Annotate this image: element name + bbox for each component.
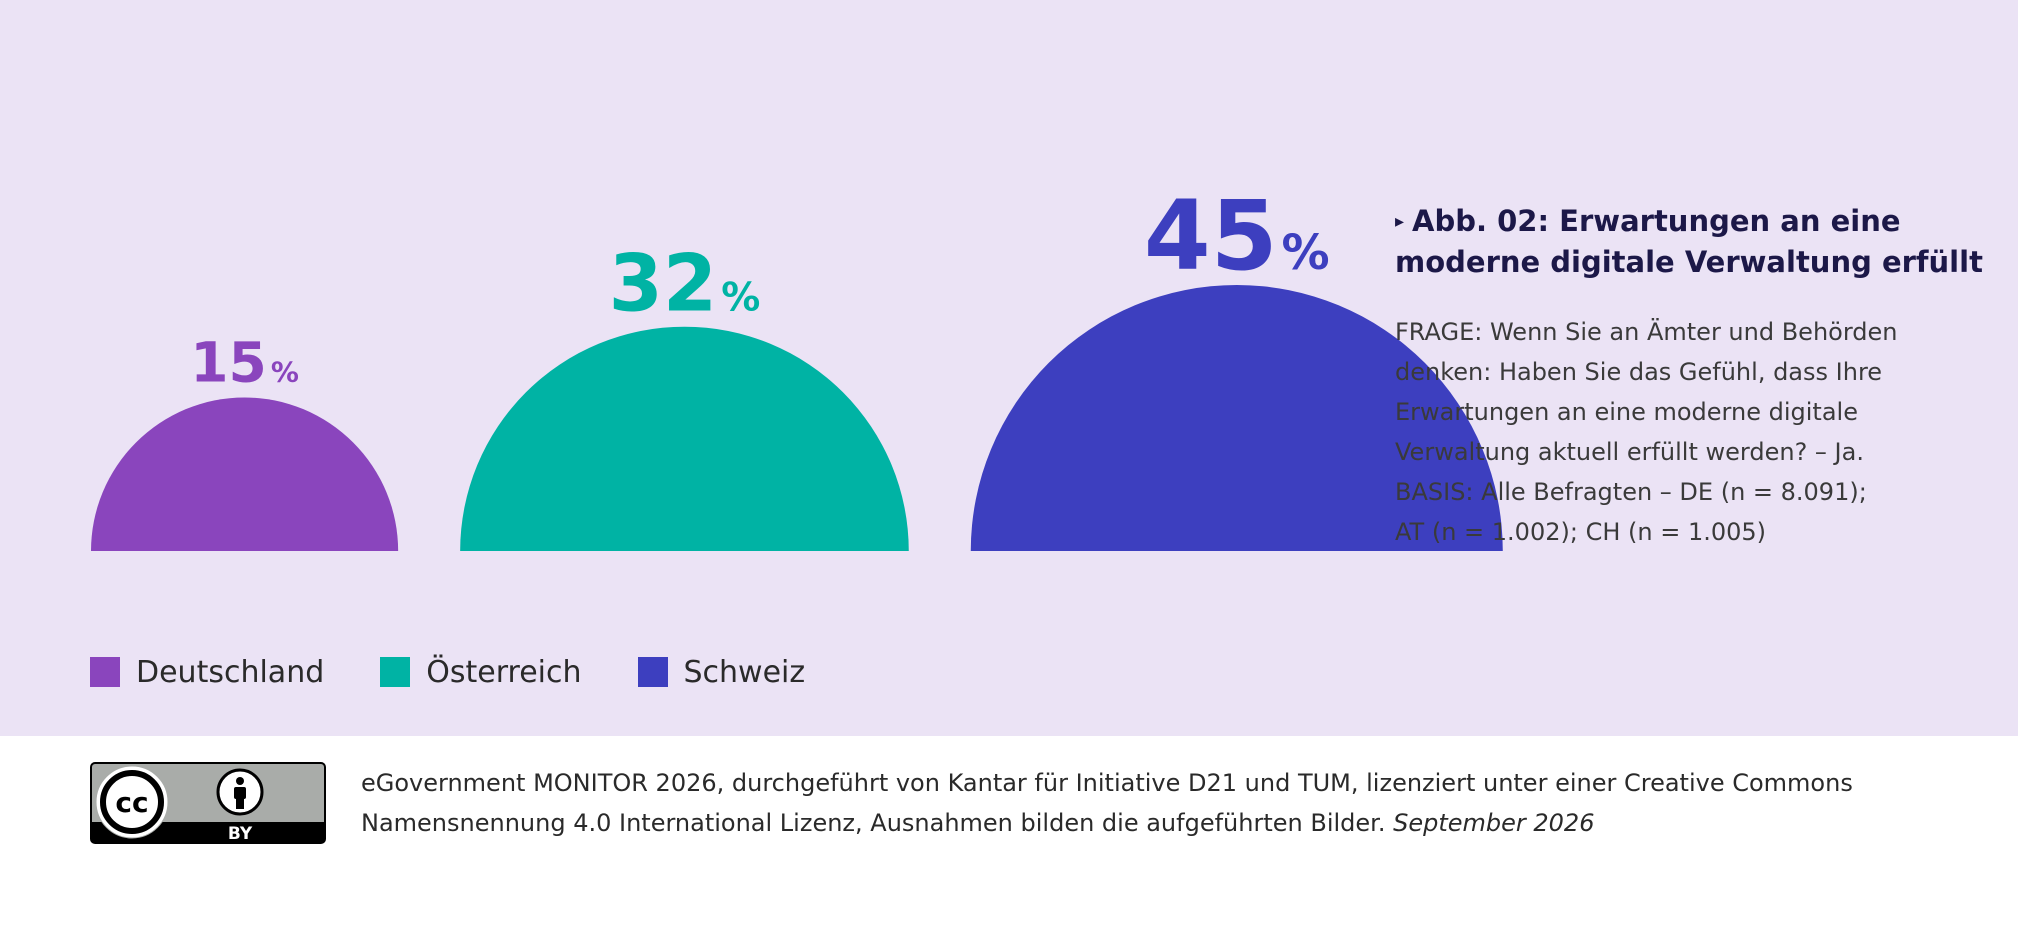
question-line: denken: Haben Sie das Gefühl, dass Ihre [1395, 358, 1883, 386]
legend-label: Österreich [426, 654, 582, 690]
question-line: Verwaltung aktuell erfüllt werden? – Ja. [1395, 438, 1864, 466]
legend-item-schweiz: Schweiz [637, 654, 806, 690]
footer-date: September 2026 [1393, 809, 1595, 837]
basis-line: AT (n = 1.002); CH (n = 1.005) [1395, 518, 1767, 546]
semicircle-deutschland [91, 397, 399, 551]
footer-license-text: eGovernment MONITOR 2026, durchgeführt v… [361, 769, 1853, 837]
cc-icon: cc [95, 765, 169, 839]
question-line: FRAGE: Wenn Sie an Ämter und Behörden [1395, 318, 1898, 346]
legend-swatch [380, 657, 411, 687]
figure-title-text: Abb. 02: Erwartungen an eine moderne dig… [1395, 204, 1983, 279]
semicircle-schweiz [970, 285, 1503, 551]
svg-text:cc: cc [115, 786, 148, 819]
cc-by-license-badge: cc BY [90, 762, 326, 844]
question-line: Erwartungen an eine moderne digitale [1395, 398, 1858, 426]
legend: Deutschland Österreich Schweiz [90, 652, 861, 692]
legend-label: Deutschland [136, 654, 325, 690]
by-label: BY [228, 824, 253, 844]
legend-item-deutschland: Deutschland [90, 655, 324, 690]
chart-panel [0, 0, 2018, 736]
legend-label: Schweiz [683, 654, 806, 690]
legend-item-oesterreich: Österreich [380, 654, 582, 690]
basis-line: BASIS: Alle Befragten – DE (n = 8.091); [1395, 478, 1867, 506]
person-icon [216, 768, 264, 816]
title-marker: ▸ [1395, 211, 1405, 232]
legend-swatch [637, 657, 668, 687]
semicircle-oesterreich [460, 326, 909, 551]
figure-title-block: ▸ Abb. 02: Erwartungen an eine moderne di… [1395, 201, 1995, 552]
data-label-schweiz: 45% [1144, 180, 1330, 292]
footer-text: eGovernment MONITOR 2026, durchgeführt v… [361, 763, 1961, 843]
data-label-oesterreich: 32% [609, 240, 761, 330]
question-text: FRAGE: Wenn Sie an Ämter und Behörden de… [1395, 312, 1995, 552]
figure-title: ▸ Abb. 02: Erwartungen an eine moderne di… [1395, 201, 1995, 282]
data-label-deutschland: 15% [190, 330, 299, 394]
legend-swatch [90, 657, 120, 687]
chart-area: 15 % 32 % 45% [91, 180, 1503, 551]
